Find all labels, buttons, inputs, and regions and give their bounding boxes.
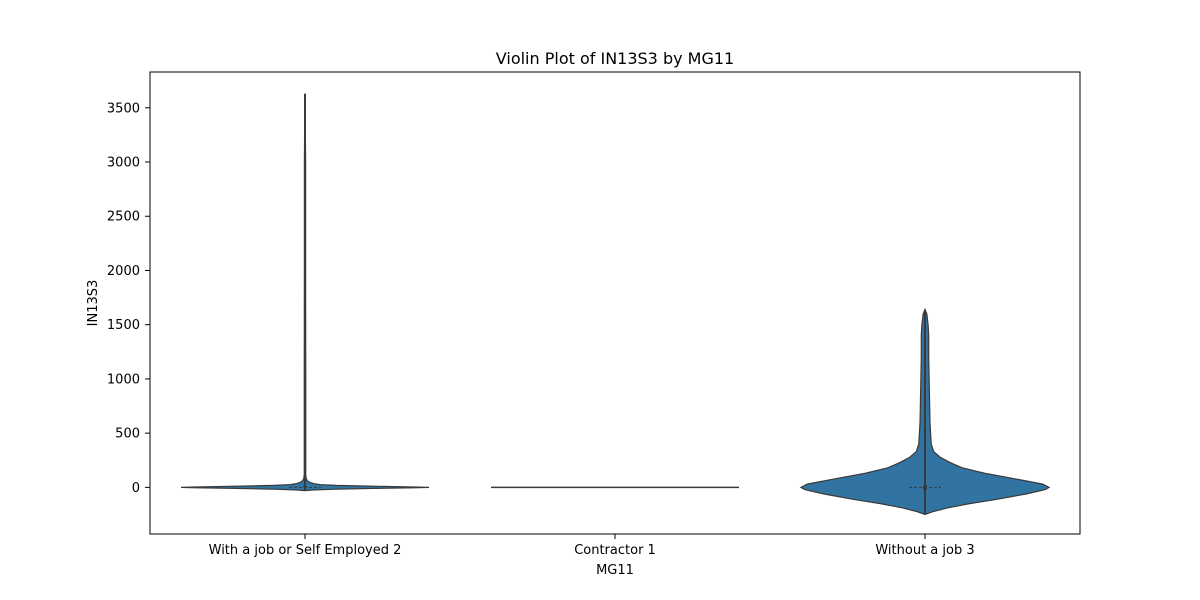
- chart-title: Violin Plot of IN13S3 by MG11: [496, 49, 734, 68]
- violin-group: [799, 307, 1051, 516]
- x-axis: With a job or Self Employed 2 Contractor …: [209, 534, 975, 558]
- y-tick-label: 3000: [107, 156, 140, 171]
- y-tick-label: 1500: [107, 318, 140, 333]
- x-tick-label: Contractor 1: [574, 543, 656, 558]
- x-axis-label: MG11: [596, 563, 634, 578]
- violins-layer: [180, 93, 1051, 516]
- y-tick-label: 2000: [107, 264, 140, 279]
- x-tick-label: With a job or Self Employed 2: [209, 543, 402, 558]
- y-tick-label: 1000: [107, 372, 140, 387]
- y-tick-label: 500: [115, 427, 140, 442]
- y-tick-label: 0: [132, 481, 140, 496]
- y-axis-label: IN13S3: [86, 280, 101, 327]
- y-tick-label: 2500: [107, 210, 140, 225]
- y-axis: 0 500 1000 1500 2000 2500 3000 3500: [107, 101, 150, 496]
- violin-group: [180, 93, 430, 492]
- y-tick-label: 3500: [107, 101, 140, 116]
- x-tick-label: Without a job 3: [875, 543, 974, 558]
